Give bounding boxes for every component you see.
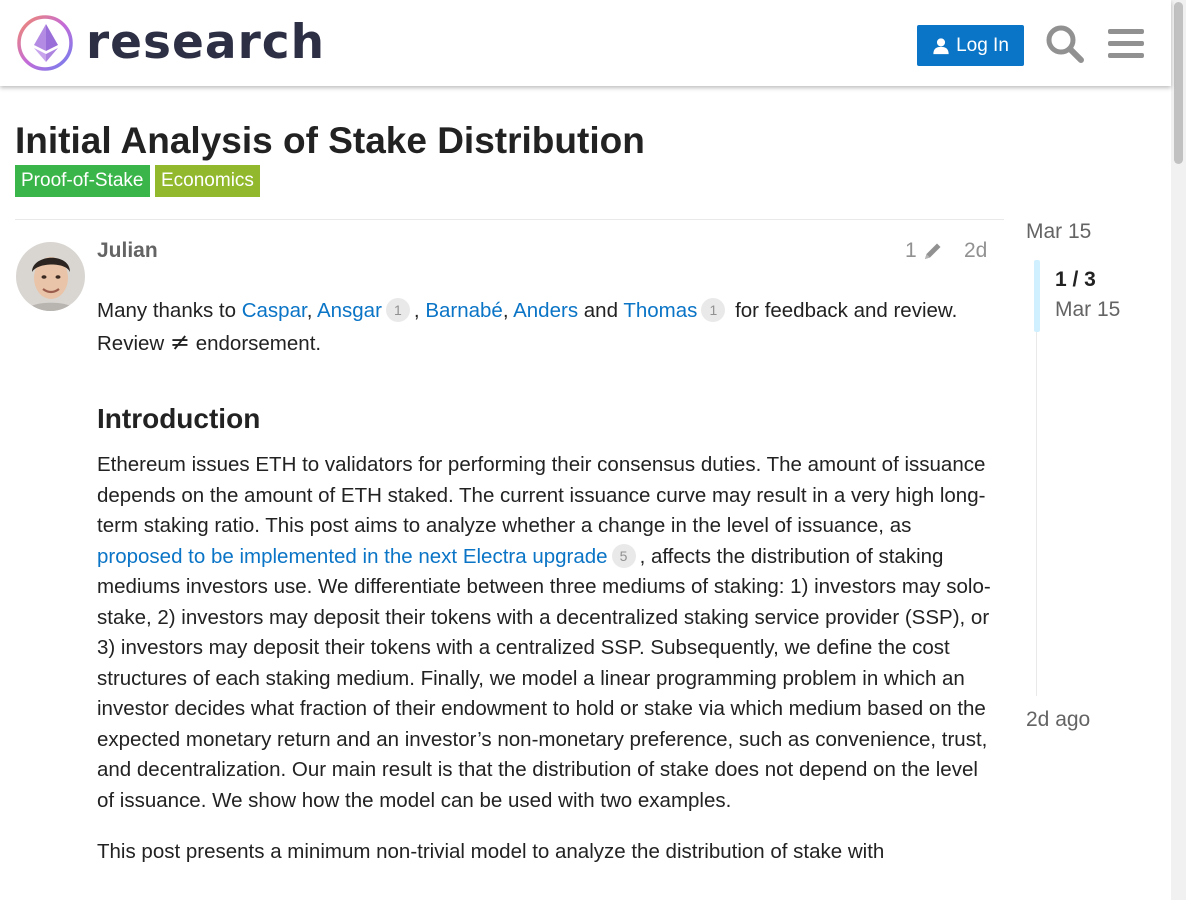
pencil-icon <box>924 243 941 259</box>
and-text: and <box>578 299 624 322</box>
para-text: Ethereum issues ETH to validators for pe… <box>97 453 986 537</box>
timeline-current-date: Mar 15 <box>1055 298 1121 321</box>
ethereum-research-logo[interactable] <box>16 14 74 72</box>
comma-sep: , <box>502 299 514 322</box>
category-proof-of-stake[interactable]: Proof-of-Stake <box>15 165 150 197</box>
timeline-scroll-handle[interactable] <box>1034 260 1040 332</box>
endorsement-text: endorsement. <box>190 331 322 355</box>
section-heading-introduction: Introduction <box>97 403 261 434</box>
title-divider <box>15 219 1004 220</box>
scrollbar-thumb[interactable] <box>1174 2 1183 164</box>
timeline-track[interactable] <box>1036 260 1037 696</box>
mention-thomas[interactable]: Thomas <box>623 299 698 322</box>
mention-ansgar[interactable]: Ansgar <box>316 299 382 322</box>
avatar[interactable] <box>16 242 85 311</box>
mention-caspar[interactable]: Caspar <box>241 299 307 322</box>
timeline-position: 1 / 3 <box>1055 268 1096 291</box>
link-click-count-badge: 1 <box>701 298 726 322</box>
comma-sep: , <box>306 299 317 322</box>
category-economics[interactable]: Economics <box>155 165 260 197</box>
mention-anders[interactable]: Anders <box>513 299 579 322</box>
acknowledgement-paragraph: Many thanks to Caspar, Ansgar 1, Barnabé,… <box>97 296 992 359</box>
link-click-count-badge: 1 <box>385 298 410 322</box>
topic-title[interactable]: Initial Analysis of Stake Distribution <box>15 120 645 161</box>
login-label: Log In <box>956 34 1009 56</box>
para-text: , affects the distribution of staking me… <box>97 544 991 812</box>
edit-history[interactable]: 1 <box>905 239 943 263</box>
comma-sep: , <box>413 299 426 322</box>
edit-count: 1 <box>905 239 917 262</box>
site-header: research Log In <box>0 0 1171 86</box>
post-date[interactable]: 2d <box>964 239 988 262</box>
post-body: Many thanks to Caspar, Ansgar 1, Barnabé,… <box>97 296 992 868</box>
timeline-start-date[interactable]: Mar 15 <box>1026 220 1092 243</box>
link-click-count-badge: 5 <box>611 543 636 568</box>
user-icon <box>933 37 949 54</box>
post-author[interactable]: Julian <box>97 239 158 262</box>
avatar-image <box>16 242 85 311</box>
site-name[interactable]: research <box>86 15 326 70</box>
thanks-prefix: Many thanks to <box>97 299 242 322</box>
page-scrollbar[interactable] <box>1171 0 1186 900</box>
body-paragraph: This post presents a minimum non-trivial… <box>97 840 885 863</box>
thanks-suffix: for feedback and review. Review <box>97 299 958 355</box>
mention-barnabe[interactable]: Barnabé <box>425 299 503 322</box>
electra-upgrade-link[interactable]: proposed to be implemented in the next E… <box>97 544 608 568</box>
not-equal-symbol: ≠ <box>169 327 191 356</box>
hamburger-menu-icon[interactable] <box>1105 20 1147 66</box>
login-button[interactable]: Log In <box>917 25 1024 66</box>
search-icon[interactable] <box>1044 20 1086 66</box>
timeline-end-date[interactable]: 2d ago <box>1026 708 1091 731</box>
introduction-paragraph: Ethereum issues ETH to validators for pe… <box>97 450 992 816</box>
